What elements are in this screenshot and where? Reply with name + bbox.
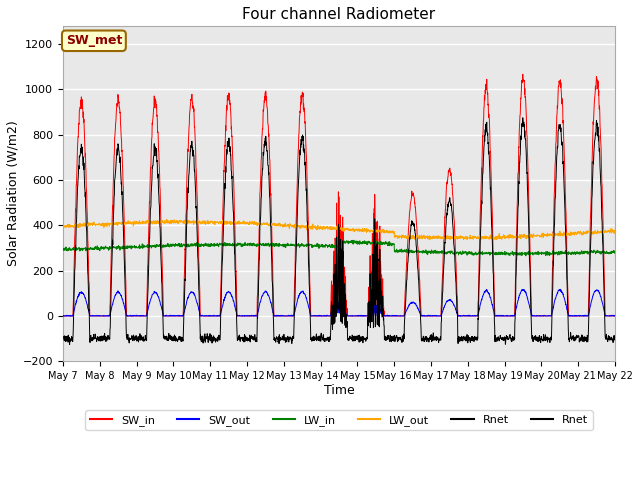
Y-axis label: Solar Radiation (W/m2): Solar Radiation (W/m2)	[7, 120, 20, 266]
Text: SW_met: SW_met	[66, 34, 122, 47]
Legend: SW_in, SW_out, LW_in, LW_out, Rnet, Rnet: SW_in, SW_out, LW_in, LW_out, Rnet, Rnet	[86, 410, 593, 430]
X-axis label: Time: Time	[324, 384, 355, 397]
Title: Four channel Radiometer: Four channel Radiometer	[243, 7, 436, 22]
